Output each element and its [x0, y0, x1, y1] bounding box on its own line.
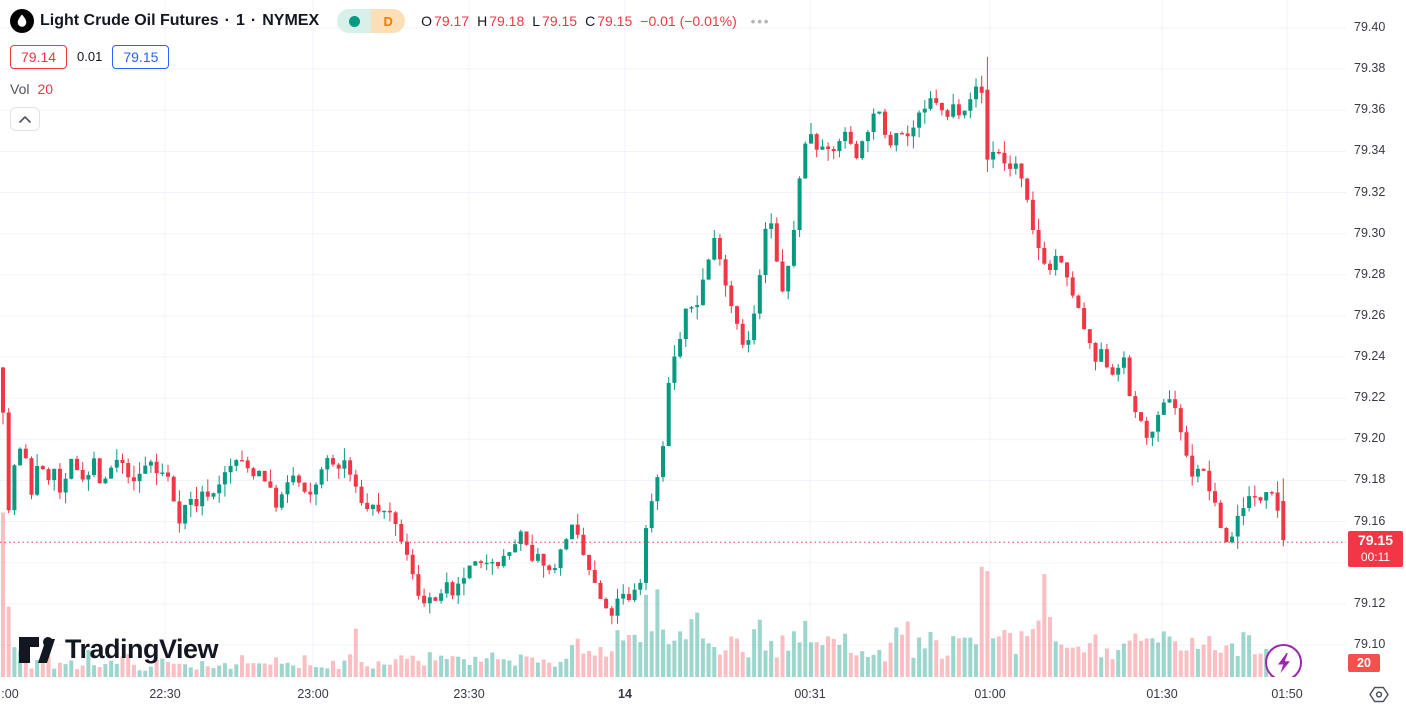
instant-trading-button[interactable]	[1265, 644, 1302, 677]
current-volume-badge: 20	[1348, 654, 1380, 672]
time-axis-label: 22:30	[149, 687, 181, 701]
price-axis-label: 79.16	[1354, 513, 1386, 528]
lightning-bolt-icon	[1277, 652, 1290, 673]
bid-ask-row: 79.14 0.01 79.15	[10, 43, 770, 70]
chevron-up-icon	[19, 115, 31, 123]
price-axis-label: 79.18	[1354, 472, 1386, 487]
sell-bid-button[interactable]: 79.14	[10, 44, 68, 69]
time-axis-label: :00	[1, 687, 19, 701]
price-axis-label: 79.28	[1354, 266, 1386, 281]
time-axis-settings-icon[interactable]	[1368, 685, 1390, 709]
exchange-label[interactable]: NYMEX	[262, 12, 320, 29]
price-axis-label: 79.36	[1354, 102, 1386, 117]
price-axis-label: 79.10	[1354, 637, 1386, 651]
volume-label: Vol	[10, 81, 30, 97]
tradingview-mark-icon	[19, 637, 55, 663]
open-value: 79.17	[434, 13, 470, 29]
price-axis-label: 79.34	[1354, 143, 1386, 158]
price-axis[interactable]: 79.15 00:11 20 79.40 79.38 79.36 79.34 79.32…	[1346, 0, 1406, 677]
market-open-dot-icon	[337, 9, 372, 33]
more-options-button[interactable]: •••	[750, 13, 771, 29]
collapse-legend-button[interactable]	[10, 107, 40, 131]
price-axis-label: 79.24	[1354, 349, 1386, 364]
close-value: 79.15	[597, 13, 633, 29]
oil-drop-icon	[10, 9, 34, 33]
price-axis-label: 79.40	[1354, 20, 1386, 34]
price-axis-label: 79.32	[1354, 184, 1386, 199]
volume-value: 20	[37, 81, 54, 97]
price-axis-label: 79.22	[1354, 390, 1386, 405]
title-separator: ·	[250, 12, 257, 29]
last-price-badge: 79.15 00:11	[1348, 531, 1403, 568]
spread-value: 0.01	[77, 49, 103, 64]
buy-ask-button[interactable]: 79.15	[112, 44, 170, 69]
time-axis-label: 01:30	[1146, 687, 1178, 701]
price-axis-label: 79.12	[1354, 595, 1386, 610]
delayed-data-badge: D	[371, 9, 406, 33]
time-axis-label: 23:30	[453, 687, 485, 701]
change-value: −0.01 (−0.01%)	[640, 13, 737, 29]
price-axis-label: 79.26	[1354, 307, 1386, 322]
title-separator: ·	[224, 12, 230, 29]
time-axis-label: 14	[618, 687, 632, 701]
price-axis-label: 79.20	[1354, 431, 1386, 446]
ohlc-readout: O 79.17 H 79.18 L 79.15 C 79.15 −0.01 (−0.01…	[421, 13, 737, 29]
bar-countdown: 00:11	[1360, 550, 1391, 565]
low-value: 79.15	[542, 13, 578, 29]
time-axis-label: 01:50	[1271, 687, 1303, 701]
time-axis-label: 01:00	[974, 687, 1006, 701]
price-axis-label: 79.38	[1354, 61, 1386, 76]
market-status-pill[interactable]: D	[337, 9, 406, 33]
tradingview-logo[interactable]: TradingView	[18, 632, 219, 666]
open-label: O	[421, 13, 433, 29]
time-axis-label: 23:00	[297, 687, 329, 701]
time-axis[interactable]: :00 22:30 23:00 23:30 14 00:31 01:00 01:30 01:50	[0, 677, 1406, 714]
high-label: H	[477, 13, 488, 29]
interval-label[interactable]: 1	[236, 12, 245, 29]
tradingview-logo-text: TradingView	[65, 633, 219, 664]
last-price-value: 79.15	[1357, 532, 1394, 549]
low-label: L	[532, 13, 541, 29]
close-label: C	[585, 13, 596, 29]
high-value: 79.18	[489, 13, 525, 29]
candlestick-volume-canvas	[0, 0, 1346, 677]
time-axis-label: 00:31	[794, 687, 826, 701]
symbol-title[interactable]: Light Crude Oil Futures	[40, 12, 219, 29]
volume-indicator-row: Vol 20	[10, 81, 770, 97]
price-axis-label: 79.30	[1354, 225, 1386, 240]
